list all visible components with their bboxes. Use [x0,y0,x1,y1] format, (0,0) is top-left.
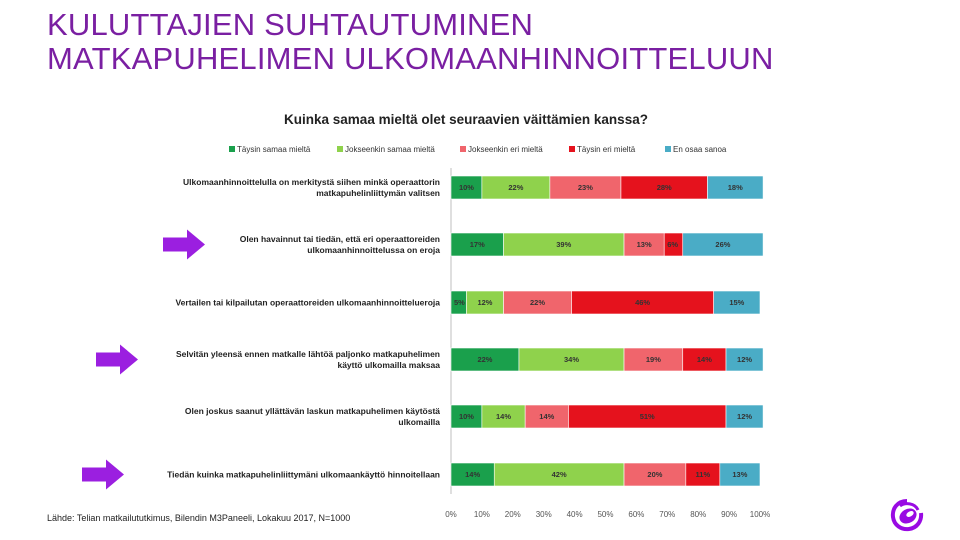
data-label: 22% [508,183,523,192]
highlight-arrow-icon [96,344,138,375]
legend-label: Jokseenkin samaa mieltä [345,145,435,154]
data-label: 23% [578,183,593,192]
x-tick-label: 100% [750,510,770,519]
legend-label: En osaa sanoa [673,145,727,154]
data-label: 39% [556,240,571,249]
data-label: 12% [737,412,752,421]
data-label: 46% [635,298,650,307]
slide-title-line-2: MATKAPUHELIMEN ULKOMAANHINNOITTELUUN [47,41,774,76]
data-label: 11% [696,470,711,479]
data-label: 14% [496,412,511,421]
data-label: 10% [459,412,474,421]
legend-label: Jokseenkin eri mieltä [468,145,543,154]
data-label: 15% [729,298,744,307]
x-tick-label: 20% [505,510,521,519]
data-label: 20% [647,470,662,479]
telia-logo-icon [890,499,924,532]
category-label: Selvitän yleensä ennen matkalle lähtöä p… [176,349,440,370]
data-label: 51% [640,412,655,421]
legend-swatch [665,146,671,152]
bar-segment [725,347,764,372]
slide-title: KULUTTAJIEN SUHTAUTUMINEN MATKAPUHELIMEN… [47,8,774,76]
legend-swatch [229,146,235,152]
category-label: Olen joskus saanut yllättävän laskun mat… [185,406,440,427]
category-label: Ulkomaanhinnoittelulla on merkitystä sii… [183,177,440,198]
data-label: 14% [697,355,712,364]
category-label-line: Selvitän yleensä ennen matkalle lähtöä p… [176,349,440,359]
data-label: 26% [715,240,730,249]
bar-segment [719,462,761,487]
data-label: 13% [637,240,652,249]
data-label: 14% [465,470,480,479]
data-label: 12% [477,298,492,307]
data-label: 13% [732,470,747,479]
source-note: Lähde: Telian matkailututkimus, Bilendin… [47,513,351,523]
category-label-line: ulkomailla [398,417,440,427]
x-tick-label: 50% [597,510,613,519]
data-label: 22% [477,355,492,364]
data-label: 17% [470,240,485,249]
data-label: 14% [539,412,554,421]
category-label-line: käyttö ulkomailla maksaa [337,360,440,370]
category-label-line: Olen havainnut tai tiedän, että eri oper… [240,234,440,244]
category-label: Vertailen tai kilpailutan operaattoreide… [175,298,440,308]
legend-swatch [460,146,466,152]
data-label: 6% [667,240,678,249]
category-label-line: Ulkomaanhinnoittelulla on merkitystä sii… [183,177,440,187]
bar-segment [707,175,764,200]
highlight-arrow-icon [163,229,205,260]
slide-title-line-1: KULUTTAJIEN SUHTAUTUMINEN [47,7,534,42]
legend-label: Täysin samaa mieltä [237,145,311,154]
legend-swatch [337,146,343,152]
category-label-line: Olen joskus saanut yllättävän laskun mat… [185,406,440,416]
data-label: 18% [728,183,743,192]
data-label: 22% [530,298,545,307]
x-tick-label: 60% [628,510,644,519]
x-tick-label: 30% [536,510,552,519]
category-label-line: Vertailen tai kilpailutan operaattoreide… [175,298,440,308]
data-label: 12% [737,355,752,364]
data-label: 5% [454,298,465,307]
legend-label: Täysin eri mieltä [577,145,636,154]
bar-segment [713,290,761,315]
category-label: Tiedän kuinka matkapuhelinliittymäni ulk… [167,470,440,480]
data-label: 10% [459,183,474,192]
chart-title: Kuinka samaa mieltä olet seuraavien väit… [284,112,648,127]
category-label: Olen havainnut tai tiedän, että eri oper… [240,234,441,255]
x-tick-label: 10% [474,510,490,519]
bar-segment [682,232,764,257]
category-label-line: Tiedän kuinka matkapuhelinliittymäni ulk… [167,470,440,480]
category-label-line: matkapuhelinliittymän valitsen [316,188,440,198]
highlight-arrow-icon [82,459,124,490]
x-tick-label: 40% [567,510,583,519]
data-label: 28% [657,183,672,192]
x-tick-label: 70% [659,510,675,519]
x-tick-label: 90% [721,510,737,519]
data-label: 19% [646,355,661,364]
x-tick-label: 0% [445,510,457,519]
x-tick-label: 80% [690,510,706,519]
category-label-line: ulkomaanhinnoittelussa on eroja [307,245,440,255]
bar-segment [725,404,764,429]
legend-swatch [569,146,575,152]
data-label: 34% [564,355,579,364]
data-label: 42% [552,470,567,479]
